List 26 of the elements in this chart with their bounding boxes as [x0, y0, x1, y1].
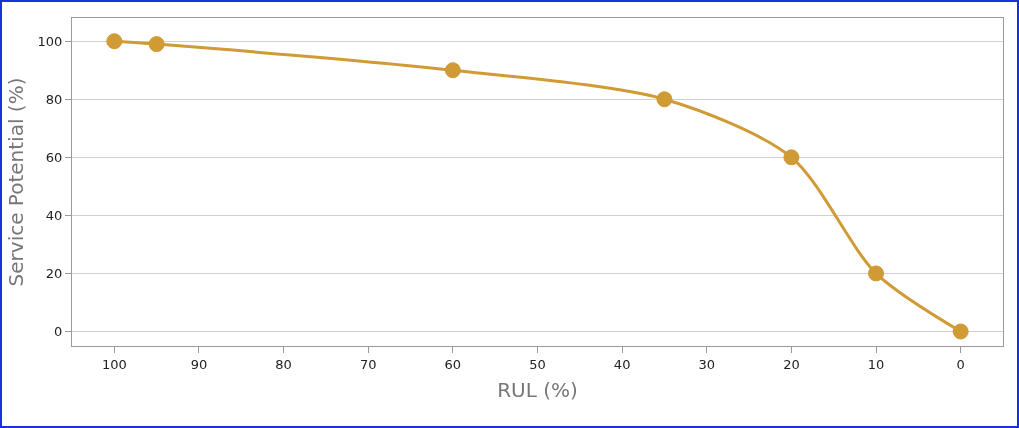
point — [952, 323, 969, 340]
point — [106, 33, 123, 50]
x-tick-label: 90 — [190, 356, 208, 372]
y-tick-label: 40 — [45, 207, 63, 223]
point — [444, 62, 461, 79]
x-tick-label: 40 — [613, 356, 631, 372]
x-tick-label: 70 — [359, 356, 377, 372]
x-tick-label: 80 — [275, 356, 292, 372]
x-tick-label: 20 — [783, 356, 800, 372]
x-tick-label: 10 — [867, 356, 885, 372]
y-tick-label: 100 — [37, 33, 63, 49]
x-tick-label: 50 — [529, 356, 546, 372]
point — [783, 149, 800, 166]
y-tick-label: 80 — [45, 91, 63, 107]
y-tick-label: 60 — [45, 149, 63, 165]
point — [148, 36, 165, 53]
x-tick-label: 60 — [444, 356, 462, 372]
y-axis-title: Service Potential (%) — [4, 77, 29, 287]
y-tick-label: 0 — [54, 324, 63, 340]
x-tick-label: 0 — [956, 356, 965, 372]
y-tick-label: 20 — [45, 265, 63, 281]
point — [656, 91, 673, 108]
x-tick-label: 100 — [101, 356, 127, 372]
point — [868, 265, 885, 282]
x-tick-label: 30 — [698, 356, 716, 372]
x-axis-title: RUL (%) — [497, 378, 578, 403]
